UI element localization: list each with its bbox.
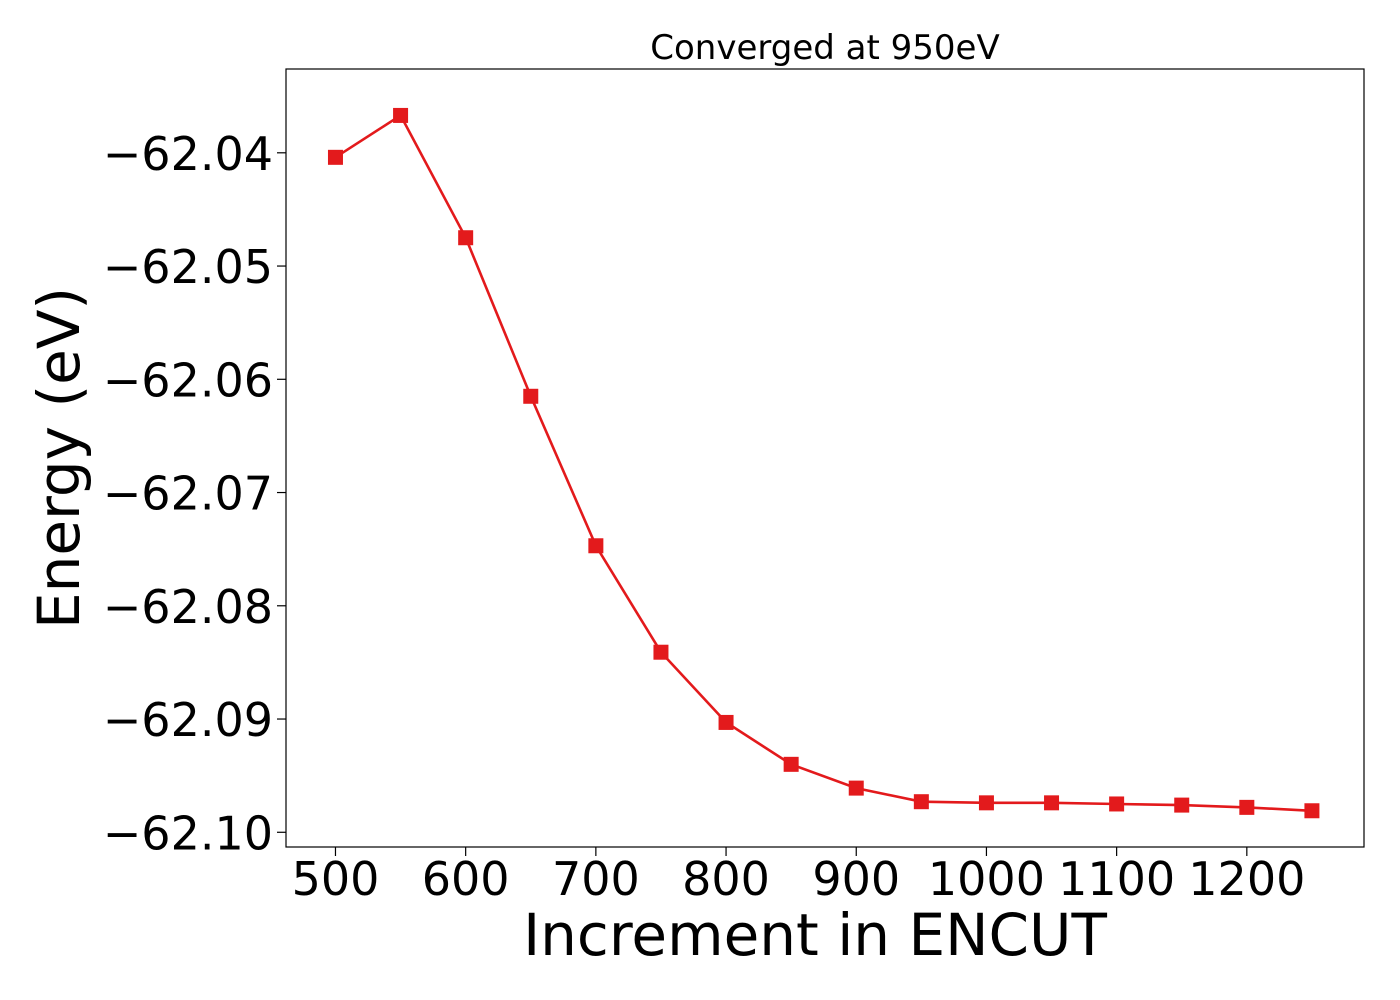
- x-tick-label: 800: [682, 852, 770, 906]
- data-point: [1239, 799, 1255, 815]
- data-point: [653, 644, 669, 660]
- x-tick-label: 600: [422, 852, 510, 906]
- data-point: [1304, 803, 1320, 819]
- data-point: [1044, 795, 1060, 811]
- x-axis: 500 600 700 800 900 1000 1100 1200: [292, 847, 1305, 906]
- x-tick-label: 500: [292, 852, 380, 906]
- y-tick-label: −62.10: [103, 806, 273, 860]
- x-tick-label: 1000: [928, 852, 1045, 906]
- data-point: [588, 538, 604, 554]
- data-point: [848, 780, 864, 796]
- x-tick-label: 1100: [1058, 852, 1175, 906]
- x-tick-label: 1200: [1188, 852, 1305, 906]
- y-tick-label: −62.04: [103, 127, 273, 181]
- series-layer: [327, 107, 1320, 819]
- y-tick-label: −62.09: [103, 693, 273, 747]
- chart-title: Converged at 950eV: [650, 28, 999, 68]
- series-line: [334, 113, 1312, 813]
- x-tick-label: 900: [812, 852, 900, 906]
- data-point: [1174, 797, 1190, 813]
- x-tick-label: 700: [552, 852, 640, 906]
- y-axis: −62.04 −62.05 −62.06 −62.07 −62.08 −62.09 −62.…: [103, 127, 286, 860]
- data-point: [458, 230, 474, 246]
- data-point: [523, 388, 539, 404]
- x-axis-label: Increment in ENCUT: [523, 901, 1107, 969]
- plot-frame: [285, 68, 1365, 848]
- y-axis-label: Energy (eV): [25, 287, 93, 629]
- data-point: [393, 107, 409, 123]
- y-tick-label: −62.06: [103, 353, 273, 407]
- data-point: [783, 756, 799, 772]
- y-tick-label: −62.05: [103, 240, 273, 294]
- data-point: [327, 149, 343, 165]
- data-point: [1109, 796, 1125, 812]
- data-point: [978, 795, 994, 811]
- data-point: [913, 794, 929, 810]
- data-point: [718, 714, 734, 730]
- y-tick-label: −62.08: [103, 580, 273, 634]
- y-tick-label: −62.07: [103, 467, 273, 521]
